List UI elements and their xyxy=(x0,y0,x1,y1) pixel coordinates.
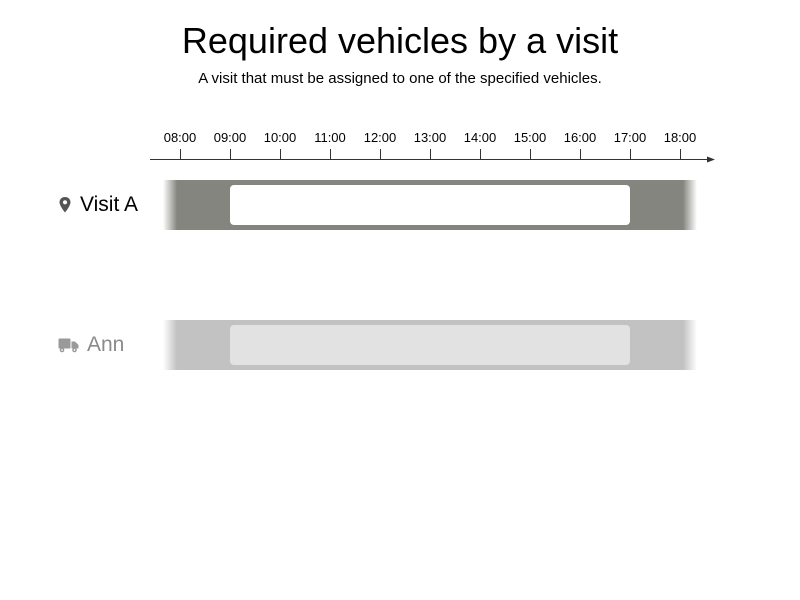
tick-label: 08:00 xyxy=(163,130,197,145)
tick-label: 17:00 xyxy=(613,130,647,145)
ann-lane xyxy=(163,320,697,370)
visit-a-lane xyxy=(163,180,697,230)
tick-label: 12:00 xyxy=(363,130,397,145)
tick-label: 18:00 xyxy=(663,130,697,145)
time-axis xyxy=(150,149,715,163)
map-pin-icon xyxy=(58,196,72,214)
truck-icon xyxy=(58,337,79,353)
row-label-text: Visit A xyxy=(80,193,138,216)
diagram-subtitle: A visit that must be assigned to one of … xyxy=(198,70,602,87)
visit-a-time-window xyxy=(229,185,630,225)
tick-label: 14:00 xyxy=(463,130,497,145)
row-label-ann: Ann xyxy=(58,330,124,360)
time-axis-arrowhead xyxy=(707,156,715,163)
row-label-text: Ann xyxy=(87,333,125,356)
tick-label: 16:00 xyxy=(563,130,597,145)
tick-label: 15:00 xyxy=(513,130,547,145)
tick-label: 10:00 xyxy=(263,130,297,145)
diagram-title: Required vehicles by a visit xyxy=(181,20,619,61)
tick-label: 11:00 xyxy=(314,130,346,145)
tick-label: 09:00 xyxy=(213,130,247,145)
tick-label: 13:00 xyxy=(413,130,447,145)
row-label-visit-a: Visit A xyxy=(58,190,138,220)
ann-time-window xyxy=(229,325,630,365)
tick-marks xyxy=(180,149,681,160)
